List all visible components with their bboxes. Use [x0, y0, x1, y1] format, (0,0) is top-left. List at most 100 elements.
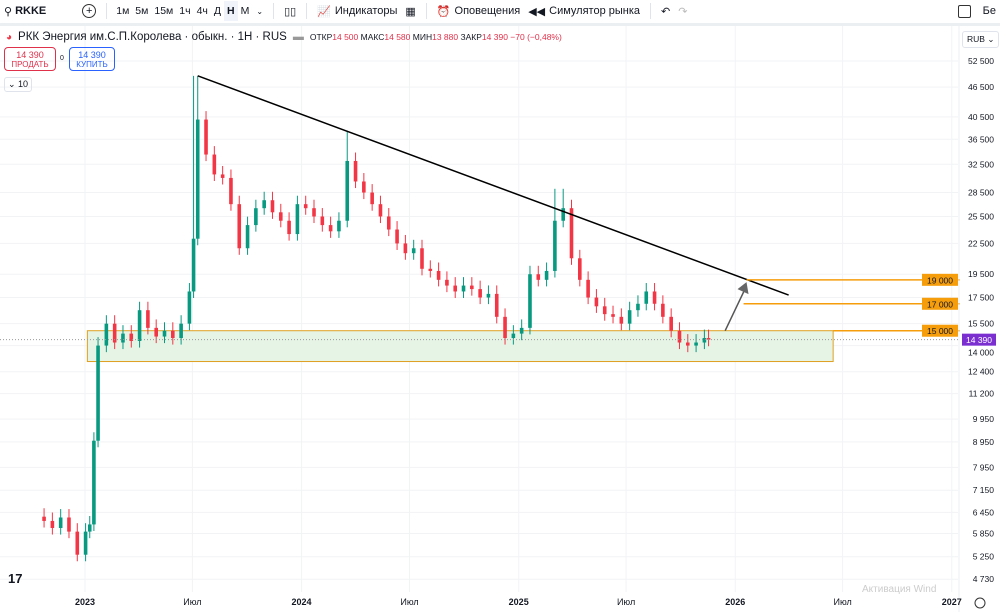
candle — [436, 270, 441, 280]
candle — [237, 204, 242, 249]
price-axis-label: 5 250 — [973, 552, 995, 562]
fullscreen-icon[interactable] — [954, 1, 975, 21]
candle — [212, 154, 217, 175]
price-chart[interactable]: 52 500 46 500 40 500 36 500 32 500 28 500 25 5… — [0, 26, 1000, 612]
timeframe-3[interactable]: 1ч — [179, 5, 191, 17]
candle — [677, 330, 682, 343]
candle — [503, 316, 507, 339]
candle — [619, 316, 624, 324]
candle — [104, 323, 109, 346]
price-axis-label: 36 500 — [968, 134, 994, 144]
candle — [578, 258, 582, 280]
candle — [536, 274, 541, 280]
candle — [702, 338, 707, 343]
candle — [453, 285, 458, 292]
candle — [611, 314, 615, 317]
indicators-collapse-button[interactable]: ⌄ 10 — [4, 77, 32, 92]
replay-button[interactable]: ◀◀ Симулятор рынка — [528, 5, 641, 18]
candle — [337, 220, 341, 232]
activation-watermark: Активация Wind — [862, 584, 937, 595]
search-icon: ⚲ — [4, 5, 13, 18]
candle — [179, 323, 183, 339]
redo-icon[interactable]: ↷ — [678, 5, 688, 18]
candle — [478, 289, 482, 298]
candle — [58, 517, 63, 528]
undo-icon[interactable]: ↶ — [661, 5, 671, 18]
candle — [445, 279, 449, 286]
time-axis-label: 2024 — [292, 597, 312, 607]
candle — [112, 323, 117, 343]
candle — [83, 531, 88, 555]
buy-button[interactable]: 14 390 КУПИТЬ — [69, 47, 115, 71]
candle — [644, 291, 649, 304]
candle — [494, 293, 499, 317]
candle — [586, 279, 590, 298]
candle — [594, 297, 599, 307]
candle — [121, 333, 125, 343]
price-level-label: 17 000 — [927, 299, 953, 309]
chart-legend: ◕ РКК Энергия им.С.П.Королева · обыкн. ·… — [6, 31, 562, 43]
candle — [461, 285, 466, 292]
instrument-title: РКК Энергия им.С.П.Королева · обыкн. · 1… — [18, 31, 287, 43]
minus-icon[interactable]: ▬ — [292, 31, 304, 43]
candle — [92, 440, 96, 525]
timeframe-4[interactable]: 4ч — [196, 5, 208, 17]
candle — [403, 243, 408, 254]
time-axis-label: Июл — [833, 597, 851, 607]
candle — [187, 291, 192, 324]
candle — [50, 520, 55, 528]
chevron-down-icon[interactable]: ⌄ — [256, 6, 264, 16]
symbol-search[interactable]: ⚲ RKKE — [4, 5, 47, 18]
timeframe-0[interactable]: 1м — [116, 5, 130, 17]
price-level-label: 19 000 — [927, 275, 953, 285]
candle — [706, 338, 711, 340]
last-price-badge — [962, 333, 996, 346]
timeframe-2[interactable]: 15м — [154, 5, 174, 17]
tradingview-logo: 17 — [8, 571, 22, 586]
indicators-button[interactable]: 📈 Индикаторы — [317, 5, 398, 18]
timeframe-7[interactable]: М — [240, 5, 250, 17]
alerts-button[interactable]: ⏰ Оповещения — [436, 5, 521, 18]
price-axis-label: 7 150 — [973, 485, 995, 495]
candle — [191, 238, 196, 292]
price-axis-label: 19 500 — [968, 269, 994, 279]
candle — [146, 310, 150, 328]
candle — [602, 306, 607, 315]
timeframes: 1м 5м 15м 1ч 4ч Д Н М — [113, 1, 252, 21]
time-axis-label: 2023 — [75, 597, 95, 607]
candle — [661, 303, 665, 317]
currency-select[interactable]: RUB ⌄ — [962, 31, 1000, 48]
price-axis-label: 40 500 — [968, 112, 994, 122]
sell-button[interactable]: 14 390 ПРОДАТЬ — [4, 47, 56, 71]
candle — [262, 200, 266, 209]
compare-button[interactable]: + — [78, 1, 100, 21]
layouts-icon[interactable]: ▦ — [405, 5, 416, 18]
candle — [627, 310, 632, 324]
timeframe-1[interactable]: 5м — [135, 5, 149, 17]
ohlc-values: ОТКР14 500 МАКС14 580 МИН13 880 ЗАКР14 3… — [309, 32, 562, 42]
candles-icon[interactable]: ▯▯ — [284, 5, 297, 18]
candle — [195, 119, 200, 239]
divider — [306, 3, 308, 19]
candle — [303, 204, 308, 209]
time-axis-label: Июл — [617, 597, 635, 607]
price-axis-label: 12 400 — [968, 367, 994, 377]
candle — [685, 342, 690, 346]
right-panel-label[interactable]: Бе — [982, 5, 996, 17]
settings-icon — [974, 597, 986, 609]
candle — [486, 293, 491, 298]
candle — [386, 216, 391, 230]
candle — [154, 327, 158, 337]
time-axis-label: Июл — [183, 597, 201, 607]
candle — [553, 220, 557, 271]
candle — [254, 208, 258, 226]
forecast-arrow — [724, 289, 746, 332]
candle — [67, 517, 71, 532]
timeframe-5[interactable]: Д — [213, 5, 222, 17]
timeframe-6[interactable]: Н — [224, 1, 238, 21]
price-axis-label: 17 500 — [968, 293, 994, 303]
price-axis-label: 5 850 — [973, 528, 995, 538]
candle — [470, 285, 474, 290]
divider — [650, 3, 652, 19]
candle — [270, 200, 275, 213]
